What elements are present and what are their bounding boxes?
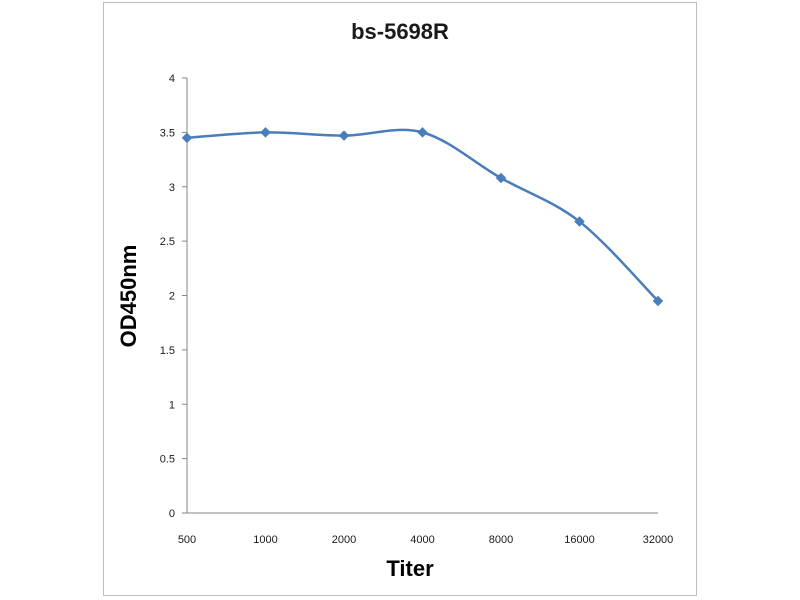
y-tick-label: 3 [169, 182, 175, 194]
data-point [260, 127, 271, 138]
data-point [181, 132, 193, 144]
x-tick-label: 4000 [410, 534, 434, 546]
data-point [652, 295, 664, 307]
data-point [574, 216, 585, 227]
x-axis: 500 1000 2000 4000 8000 16000 32000 [178, 512, 674, 546]
series-group [181, 127, 664, 307]
y-tick-label: 4 [169, 73, 175, 85]
y-tick-label: 1.5 [160, 345, 175, 357]
x-tick-label: 1000 [253, 534, 277, 546]
y-tick-label: 1 [169, 399, 175, 411]
data-point [495, 172, 507, 184]
y-tick-label: 0.5 [160, 454, 175, 466]
chart-title: bs-5698R [351, 19, 449, 44]
data-point [417, 127, 428, 138]
x-tick-label: 8000 [489, 534, 513, 546]
series-line [186, 128, 659, 302]
x-tick-label: 16000 [564, 534, 595, 546]
y-tick-label: 2 [169, 291, 175, 303]
data-point [338, 130, 350, 141]
chart-frame [103, 2, 697, 596]
x-tick-label: 32000 [643, 534, 674, 546]
x-axis-title: Titer [386, 556, 434, 581]
x-tick-label: 500 [178, 534, 196, 546]
y-tick-label: 2.5 [160, 236, 175, 248]
y-axis-title: OD450nm [116, 245, 141, 348]
y-tick-label: 0 [169, 508, 175, 520]
y-axis: 0 0.5 1 1.5 2 2.5 3 3.5 4 [160, 73, 188, 520]
x-tick-label: 2000 [332, 534, 356, 546]
y-tick-label: 3.5 [160, 127, 175, 139]
